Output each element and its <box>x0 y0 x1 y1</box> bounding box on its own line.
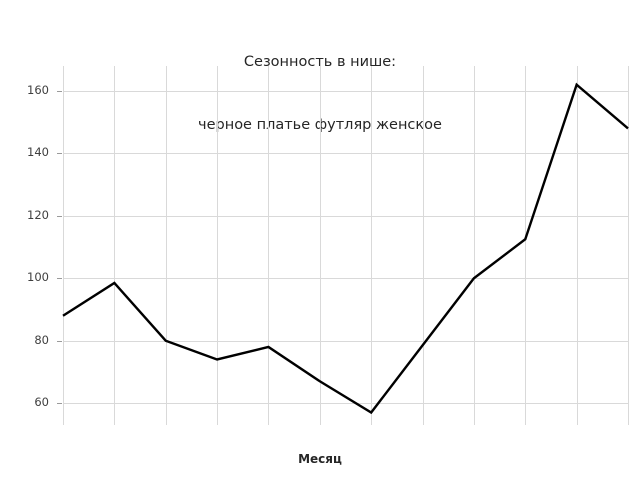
gridline-vertical <box>63 66 64 425</box>
gridline-horizontal <box>63 278 628 279</box>
gridline-vertical <box>525 66 526 425</box>
series-polyline <box>62 82 629 415</box>
y-tick-mark <box>57 278 62 279</box>
gridline-vertical <box>217 66 218 425</box>
y-tick-label: 160 <box>27 83 49 97</box>
gridline-vertical <box>320 66 321 425</box>
y-tick-mark <box>57 403 62 404</box>
gridline-vertical <box>628 66 629 425</box>
chart-title-line-1: Сезонность в нише: <box>243 54 397 70</box>
gridline-horizontal <box>63 91 628 92</box>
chart-title-line-2: черное платье футляр женское <box>198 117 442 133</box>
gridline-horizontal <box>63 341 628 342</box>
y-tick-mark <box>57 341 62 342</box>
seasonality-line-series <box>62 82 629 415</box>
gridline-vertical <box>268 66 269 425</box>
y-tick-label: 80 <box>34 333 49 347</box>
gridline-vertical <box>423 66 424 425</box>
y-tick-mark <box>57 153 62 154</box>
gridline-horizontal <box>63 403 628 404</box>
gridline-vertical <box>114 66 115 425</box>
gridline-vertical <box>577 66 578 425</box>
y-tick-mark <box>57 91 62 92</box>
gridline-vertical <box>166 66 167 425</box>
y-tick-label: 120 <box>27 208 49 222</box>
y-tick-label: 60 <box>34 395 49 409</box>
gridline-vertical <box>371 66 372 425</box>
y-tick-label: 100 <box>27 270 49 284</box>
chart-title: Сезонность в нише: черное платье футляр … <box>0 10 640 178</box>
y-tick-mark <box>57 216 62 217</box>
y-tick-label: 140 <box>27 145 49 159</box>
gridline-vertical <box>474 66 475 425</box>
gridline-horizontal <box>63 153 628 154</box>
gridline-horizontal <box>63 216 628 217</box>
x-axis-label: Месяц <box>298 452 342 466</box>
